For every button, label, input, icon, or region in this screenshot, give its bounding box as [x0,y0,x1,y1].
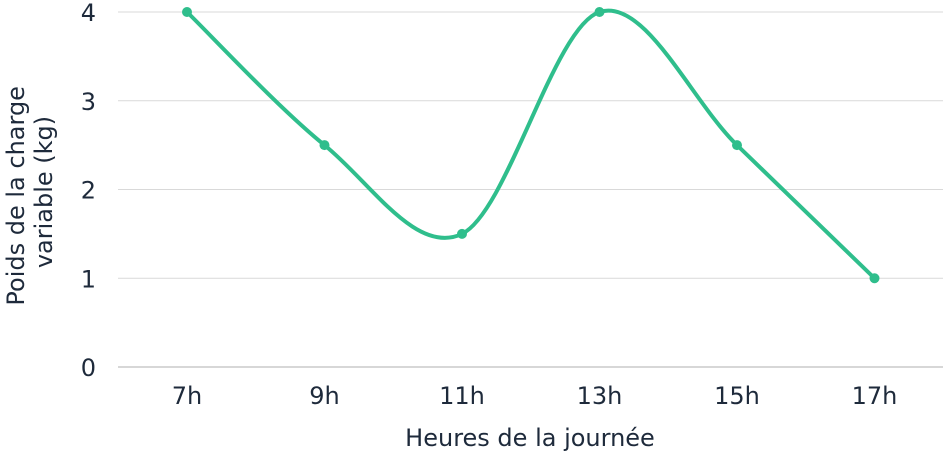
x-tick-label: 9h [309,382,339,410]
data-point [182,7,192,17]
y-tick-label: 2 [81,177,96,205]
y-axis-ticks: 0 1 2 3 4 [81,0,96,382]
series-group [182,7,880,284]
x-axis-title: Heures de la journée [405,424,655,452]
gridlines [118,11,943,368]
x-axis-ticks: 7h 9h 11h 13h 15h 17h [172,382,898,410]
y-axis-title-line-1: Poids de la charge [2,86,30,306]
y-tick-label: 4 [81,0,96,27]
series-line [185,8,877,281]
data-point [869,273,880,284]
x-tick-label: 11h [439,382,485,410]
y-axis-title-line-2: variable (kg) [30,116,58,268]
x-tick-label: 13h [577,382,623,410]
data-point [594,7,605,17]
y-axis-title: Poids de la charge variable (kg) [2,78,58,305]
data-point [319,140,330,151]
data-point [732,140,742,151]
y-tick-label: 3 [81,88,96,116]
y-tick-label: 0 [81,354,96,382]
data-point [457,228,467,239]
y-tick-label: 1 [81,265,96,293]
x-tick-label: 15h [714,382,760,410]
x-tick-label: 17h [852,382,898,410]
x-tick-label: 7h [172,382,202,410]
